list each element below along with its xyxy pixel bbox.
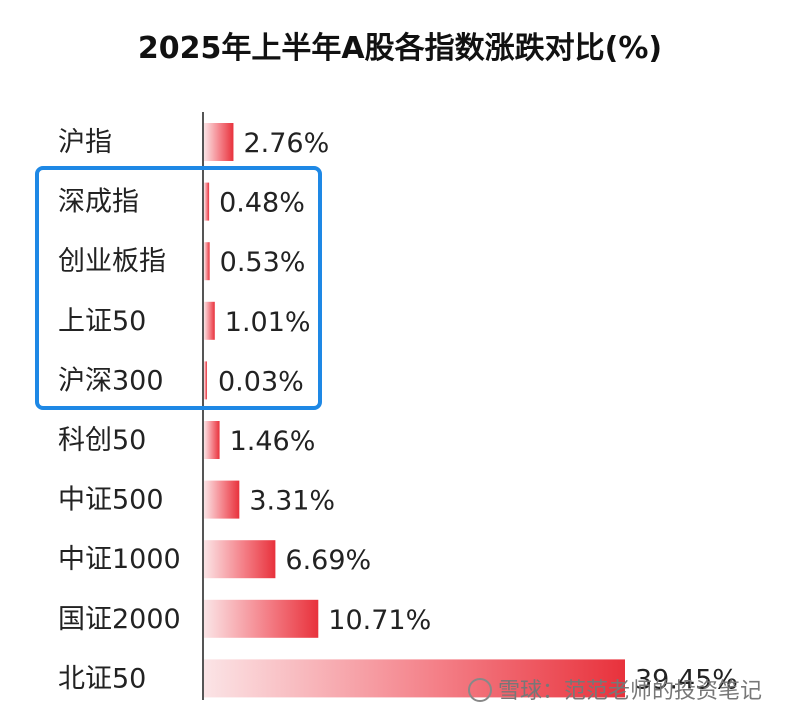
value-label: 39.45% — [635, 664, 738, 695]
bar — [204, 242, 210, 281]
category-label: 国证2000 — [58, 604, 181, 635]
category-label: 沪指 — [58, 127, 112, 158]
bar — [204, 182, 210, 221]
bars-group: 沪指 2.76% 深成指 0.48% 创业板指 0.53% 上证50 1.01% 沪深300 0.… — [58, 123, 738, 698]
bar — [204, 301, 215, 340]
bar — [204, 480, 240, 519]
snowball-icon — [468, 678, 492, 702]
value-label: 3.31% — [249, 486, 335, 517]
value-label: 1.01% — [225, 307, 311, 338]
category-label: 深成指 — [58, 187, 139, 218]
source-watermark-text: 雪球：范范老师的投资笔记 — [498, 679, 762, 704]
category-label: 中证1000 — [58, 544, 181, 575]
source-watermark: 雪球：范范老师的投资笔记 — [468, 678, 762, 704]
chart-title: 2025年上半年A股各指数涨跌对比(%) — [138, 31, 662, 66]
value-label: 1.46% — [230, 426, 316, 457]
value-label: 0.53% — [220, 247, 306, 278]
value-label: 10.71% — [328, 605, 431, 636]
bar — [204, 123, 234, 161]
bar — [204, 599, 319, 638]
bar — [204, 361, 207, 400]
category-label: 创业板指 — [58, 246, 166, 277]
bar — [204, 540, 276, 579]
category-label: 沪深300 — [58, 365, 164, 396]
category-label: 上证50 — [58, 306, 146, 337]
value-label: 2.76% — [243, 128, 329, 159]
bar — [204, 421, 220, 459]
highlight-box — [35, 166, 322, 410]
category-label: 中证500 — [58, 485, 164, 516]
bar — [204, 659, 625, 698]
category-label: 北证50 — [58, 663, 146, 694]
value-label: 6.69% — [285, 545, 371, 576]
value-label: 0.48% — [219, 188, 305, 219]
category-label: 科创50 — [58, 425, 146, 456]
value-label: 0.03% — [218, 366, 304, 397]
